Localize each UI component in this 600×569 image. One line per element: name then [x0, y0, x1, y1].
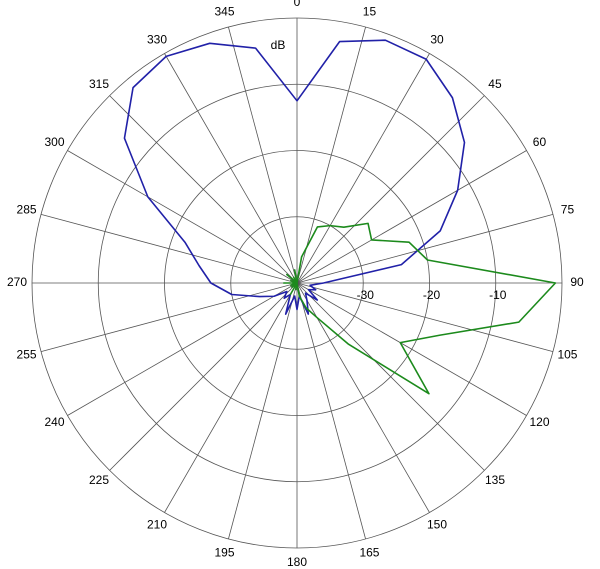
theta-tick-label: 285: [17, 203, 37, 217]
theta-tick-label: 225: [89, 473, 109, 487]
theta-tick-label: 90: [570, 275, 584, 289]
spoke: [296, 282, 430, 513]
theta-tick-label: 45: [488, 77, 502, 91]
spoke: [296, 214, 554, 284]
spoke: [296, 282, 485, 471]
spoke: [296, 53, 430, 284]
spoke: [40, 282, 298, 352]
spoke: [296, 282, 527, 416]
spoke: [296, 95, 485, 284]
r-tick-label: -30: [357, 288, 375, 302]
spoke: [164, 282, 298, 513]
spoke: [228, 26, 298, 284]
theta-tick-label: 330: [147, 33, 167, 47]
theta-tick-label: 135: [485, 473, 505, 487]
spoke: [228, 282, 298, 540]
theta-tick-label: 270: [7, 275, 27, 289]
r-axis-label: dB: [271, 38, 286, 52]
theta-tick-label: 195: [215, 546, 235, 560]
theta-tick-label: 345: [215, 5, 235, 19]
theta-tick-label: 105: [557, 348, 577, 362]
r-tick-label: -10: [489, 288, 507, 302]
spoke: [40, 214, 298, 284]
theta-tick-label: 165: [359, 546, 379, 560]
theta-tick-label: 240: [44, 415, 64, 429]
theta-tick-label: 120: [529, 415, 549, 429]
spoke: [296, 282, 554, 352]
r-tick-label: -20: [423, 288, 441, 302]
spoke: [109, 95, 298, 284]
theta-tick-label: 0: [294, 0, 301, 9]
spoke: [67, 282, 298, 416]
spoke: [109, 282, 298, 471]
pattern-line: [123, 39, 466, 315]
theta-tick-label: 315: [89, 77, 109, 91]
spoke: [67, 150, 298, 284]
theta-tick-label: 30: [430, 33, 444, 47]
pattern-line: [282, 222, 557, 395]
spoke: [164, 53, 298, 284]
theta-tick-label: 255: [17, 348, 37, 362]
spoke: [296, 282, 366, 540]
theta-tick-label: 300: [44, 135, 64, 149]
theta-tick-label: 150: [427, 518, 447, 532]
theta-tick-label: 75: [561, 203, 575, 217]
spoke: [296, 150, 527, 284]
theta-tick-label: 60: [533, 135, 547, 149]
spoke: [296, 26, 366, 284]
theta-tick-label: 15: [363, 5, 377, 19]
theta-tick-label: 180: [287, 555, 307, 569]
theta-tick-label: 210: [147, 518, 167, 532]
